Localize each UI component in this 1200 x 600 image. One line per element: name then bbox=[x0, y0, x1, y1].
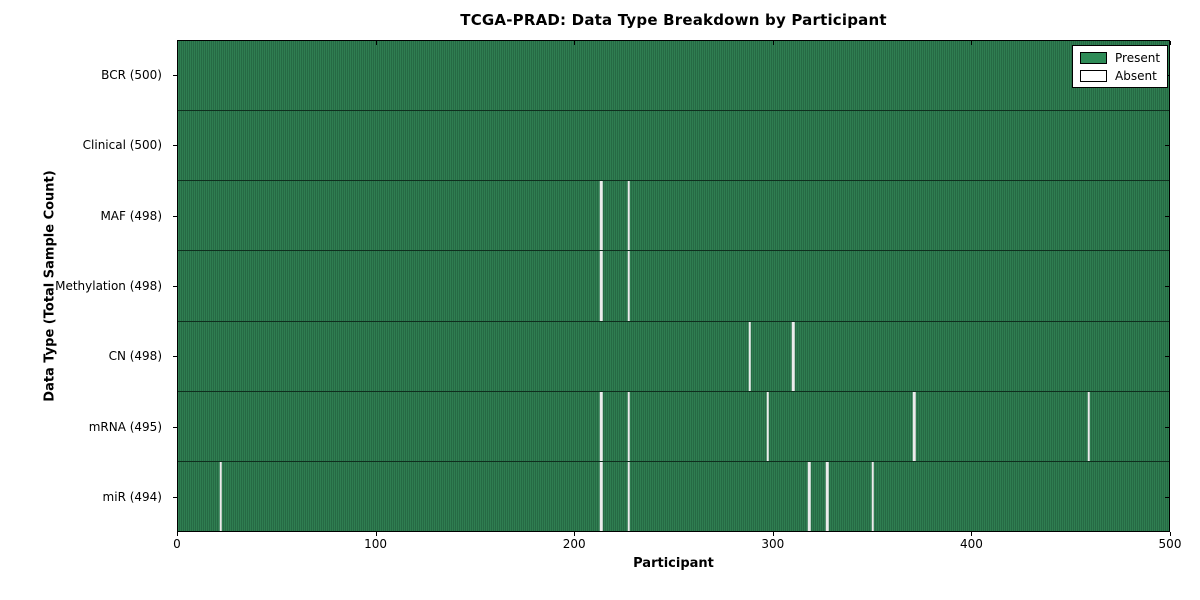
axis-tick bbox=[772, 41, 774, 45]
absent-gap bbox=[627, 391, 631, 461]
axis-tick bbox=[1165, 286, 1169, 287]
axis-tick bbox=[173, 426, 177, 428]
y-tick-label: miR (494) bbox=[102, 489, 162, 504]
y-tick-label: MAF (498) bbox=[100, 208, 162, 223]
axis-tick bbox=[173, 145, 177, 147]
heatmap-row-clinical bbox=[178, 110, 1169, 181]
axis-tick bbox=[375, 532, 377, 536]
y-tick-labels: BCR (500) Clinical (500) MAF (498) Methy… bbox=[0, 40, 170, 532]
present-swatch-icon bbox=[1080, 52, 1107, 64]
axis-tick bbox=[1170, 41, 1171, 45]
absent-gap bbox=[792, 321, 795, 391]
axis-tick bbox=[375, 41, 377, 45]
axis-tick bbox=[1165, 496, 1169, 498]
axis-tick bbox=[177, 41, 178, 45]
x-tick-label: 200 bbox=[562, 537, 586, 551]
heatmap-row-bcr bbox=[178, 41, 1169, 111]
absent-gap bbox=[599, 251, 603, 321]
y-tick-label: Clinical (500) bbox=[82, 138, 162, 153]
absent-gap bbox=[1087, 391, 1090, 461]
axis-tick bbox=[173, 75, 177, 77]
axis-tick bbox=[1170, 532, 1171, 536]
absent-swatch-icon bbox=[1080, 70, 1107, 82]
absent-gap bbox=[766, 391, 769, 461]
absent-gap bbox=[808, 461, 811, 531]
y-tick-label: Methylation (498) bbox=[55, 279, 162, 293]
axis-tick bbox=[971, 532, 973, 536]
x-tick-label: 100 bbox=[364, 537, 388, 551]
absent-gap bbox=[627, 461, 631, 531]
y-tick-label: CN (498) bbox=[108, 349, 162, 364]
legend: Present Absent bbox=[1072, 45, 1168, 88]
chart-title: TCGA-PRAD: Data Type Breakdown by Partic… bbox=[460, 11, 887, 29]
axis-tick bbox=[177, 532, 178, 536]
axis-tick bbox=[772, 532, 774, 536]
axis-tick bbox=[173, 356, 177, 358]
x-tick-label: 400 bbox=[959, 537, 983, 551]
axis-tick bbox=[1165, 426, 1169, 428]
axis-tick bbox=[173, 215, 177, 217]
absent-gap bbox=[748, 321, 752, 391]
x-tick-label: 0 bbox=[173, 537, 181, 551]
axis-tick bbox=[574, 41, 576, 45]
legend-label-present: Present bbox=[1115, 51, 1161, 65]
y-tick-label: BCR (500) bbox=[101, 68, 162, 83]
legend-entry-present: Present bbox=[1080, 52, 1160, 64]
axis-tick bbox=[173, 496, 177, 498]
axis-tick bbox=[574, 532, 576, 536]
y-tick-label: mRNA (495) bbox=[88, 419, 162, 434]
legend-label-absent: Absent bbox=[1115, 69, 1157, 83]
x-tick-label: 500 bbox=[1158, 537, 1182, 551]
absent-gap bbox=[825, 461, 829, 531]
absent-gap bbox=[599, 461, 603, 531]
heatmap-row-mrna bbox=[178, 390, 1169, 461]
heatmap-row-maf bbox=[178, 180, 1169, 251]
x-tick-label: 300 bbox=[761, 537, 785, 551]
absent-gap bbox=[627, 251, 631, 321]
axis-tick bbox=[1165, 356, 1169, 358]
legend-entry-absent: Absent bbox=[1080, 70, 1160, 82]
absent-gap bbox=[871, 461, 874, 531]
axis-tick bbox=[971, 41, 973, 45]
heatmap-row-methylation bbox=[178, 250, 1169, 321]
absent-gap bbox=[913, 391, 916, 461]
axis-tick bbox=[1165, 145, 1169, 147]
x-axis-label: Participant bbox=[633, 556, 714, 571]
heatmap-row-mir bbox=[178, 460, 1169, 531]
absent-gap bbox=[219, 461, 222, 531]
absent-gap bbox=[599, 181, 603, 251]
heatmap-row-cn bbox=[178, 320, 1169, 391]
heatmap-plot-area bbox=[177, 40, 1170, 532]
axis-tick bbox=[1165, 215, 1169, 217]
axis-tick bbox=[173, 286, 177, 287]
absent-gap bbox=[599, 391, 603, 461]
absent-gap bbox=[627, 181, 631, 251]
